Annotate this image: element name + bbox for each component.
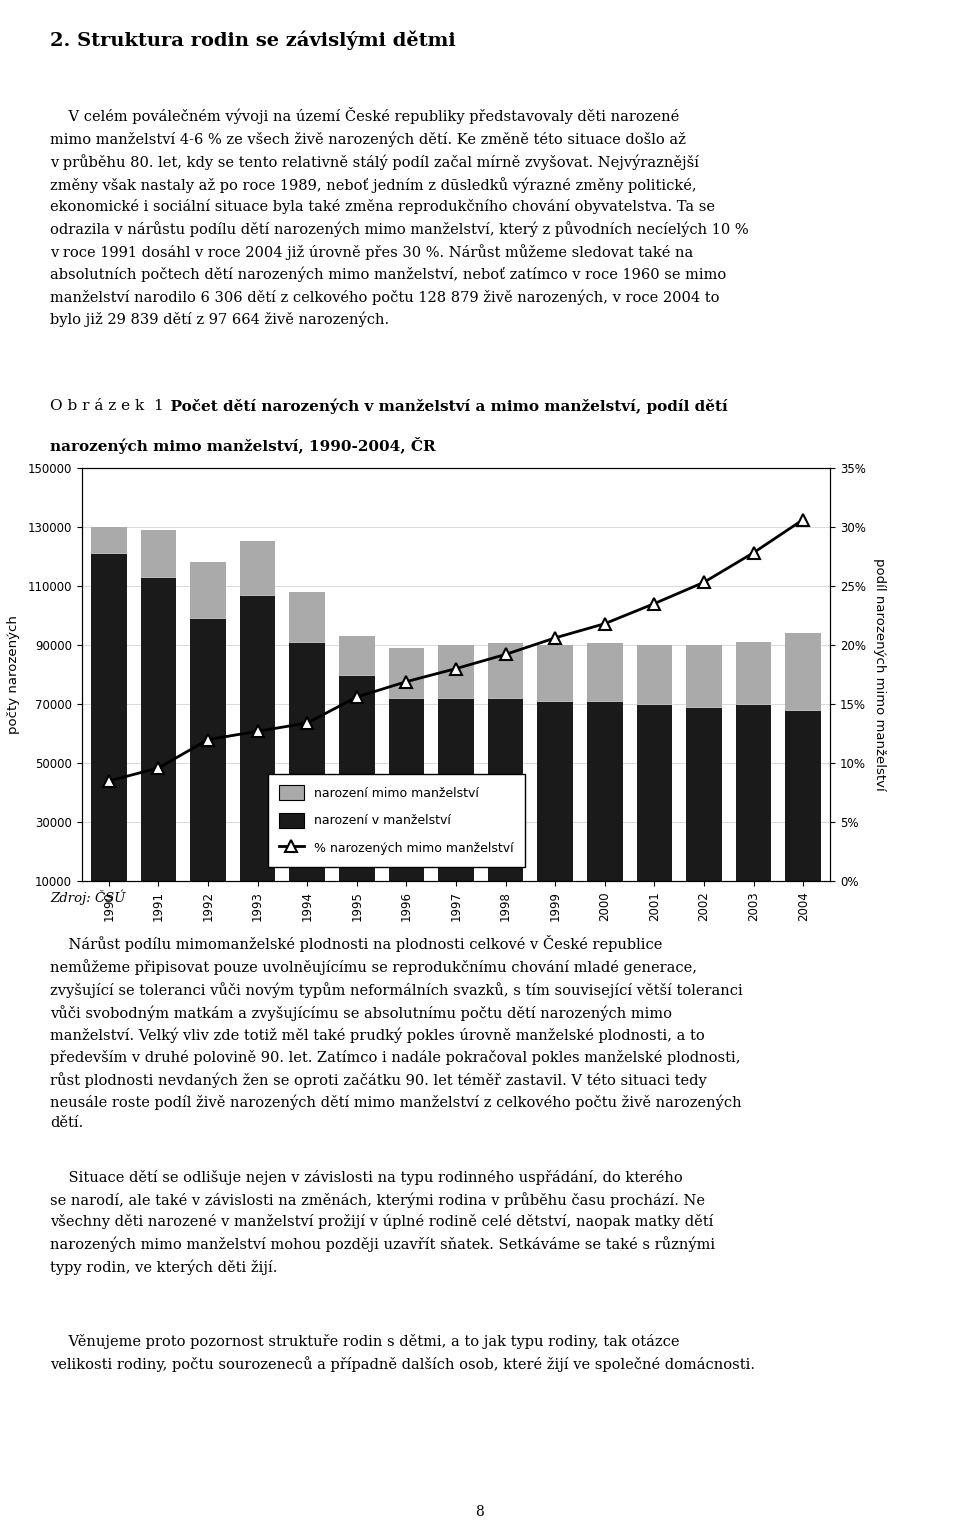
- Y-axis label: podíl narozených mimo manželství: podíl narozených mimo manželství: [873, 558, 886, 791]
- Bar: [190, 618, 226, 911]
- Y-axis label: počty narozených: počty narozených: [8, 615, 20, 734]
- Bar: [339, 675, 374, 911]
- Bar: [785, 710, 821, 911]
- Bar: [91, 527, 127, 553]
- Bar: [438, 698, 474, 911]
- Bar: [91, 553, 127, 911]
- Bar: [240, 595, 276, 911]
- Bar: [735, 704, 772, 911]
- Legend: narození mimo manželství, narození v manželství, % narozených mimo manželství: narození mimo manželství, narození v man…: [268, 774, 525, 868]
- Bar: [389, 698, 424, 911]
- Text: Zdroj: ČSÚ: Zdroj: ČSÚ: [50, 889, 126, 904]
- Bar: [636, 645, 672, 704]
- Bar: [488, 698, 523, 911]
- Bar: [538, 645, 573, 701]
- Bar: [785, 633, 821, 710]
- Text: V celém poválečném vývoji na území České republiky představovaly děti narozené
m: V celém poválečném vývoji na území České…: [50, 107, 749, 327]
- Bar: [636, 704, 672, 911]
- Text: Počet dětí narozených v manželství a mimo manželství, podíl dětí: Počet dětí narozených v manželství a mim…: [160, 399, 728, 414]
- Bar: [140, 530, 177, 576]
- Text: Situace dětí se odlišuje nejen v závislosti na typu rodinného uspřádání, do kter: Situace dětí se odlišuje nejen v závislo…: [50, 1170, 715, 1274]
- Bar: [289, 642, 325, 911]
- Bar: [488, 644, 523, 698]
- Bar: [686, 645, 722, 707]
- Bar: [735, 642, 772, 704]
- Bar: [339, 636, 374, 675]
- Bar: [438, 645, 474, 698]
- Bar: [389, 648, 424, 698]
- Text: narozených mimo manželství, 1990-2004, ČR: narozených mimo manželství, 1990-2004, Č…: [50, 437, 436, 454]
- Bar: [686, 707, 722, 911]
- Bar: [587, 701, 623, 911]
- Bar: [289, 592, 325, 642]
- Text: 2. Struktura rodin se závislými dětmi: 2. Struktura rodin se závislými dětmi: [50, 31, 456, 51]
- Text: O b r á z e k  1: O b r á z e k 1: [50, 399, 163, 412]
- Text: Nárůst podílu mimomanželské plodnosti na plodnosti celkové v České republice
nem: Nárůst podílu mimomanželské plodnosti na…: [50, 935, 743, 1130]
- Bar: [140, 576, 177, 911]
- Bar: [190, 563, 226, 618]
- Bar: [240, 541, 276, 595]
- Bar: [587, 644, 623, 701]
- Text: Věnujeme proto pozornost struktuře rodin s dětmi, a to jak typu rodiny, tak otáz: Věnujeme proto pozornost struktuře rodin…: [50, 1334, 755, 1372]
- Bar: [538, 701, 573, 911]
- Text: 8: 8: [475, 1505, 485, 1519]
